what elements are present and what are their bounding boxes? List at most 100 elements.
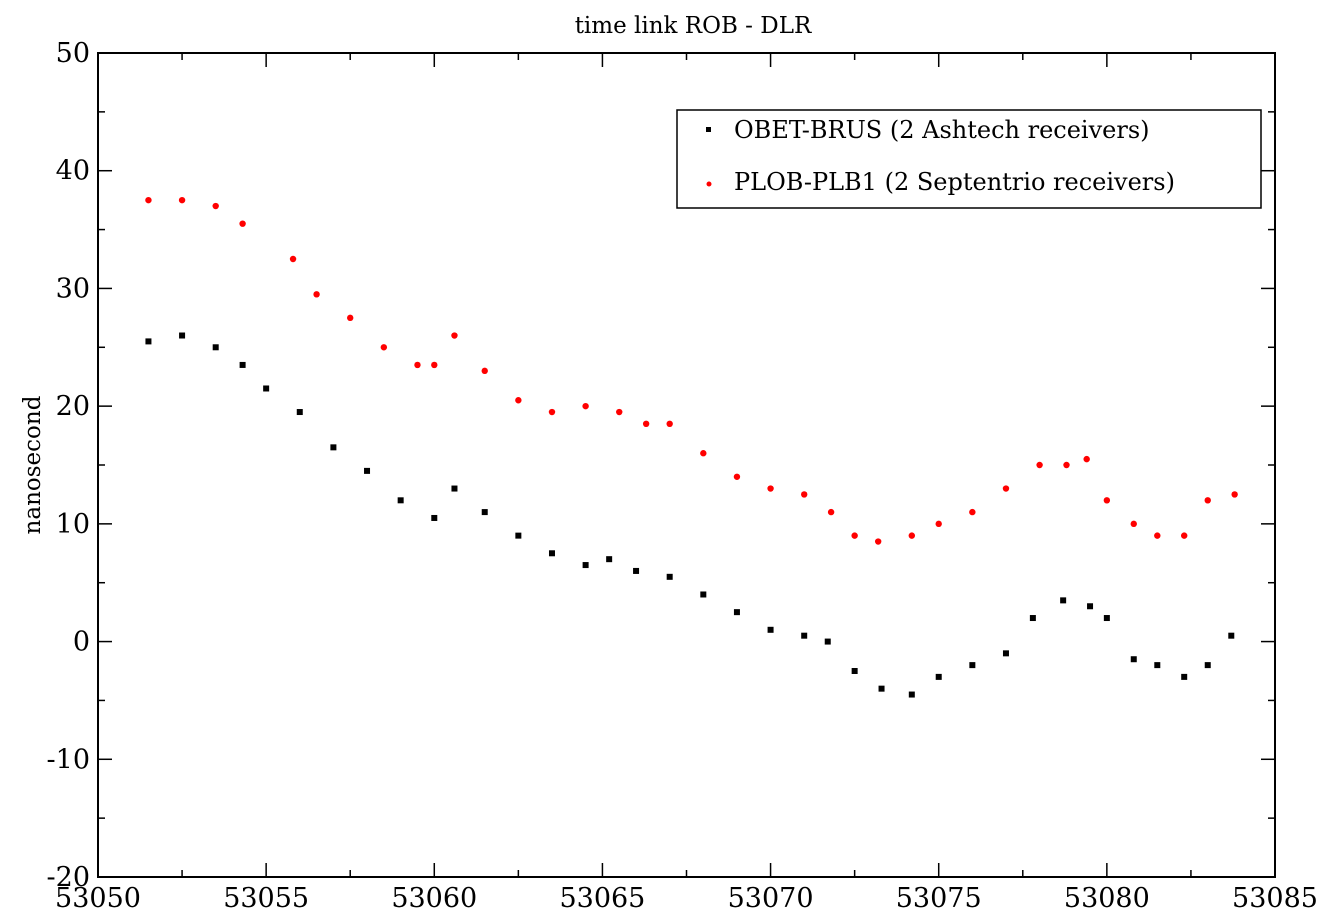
data-point xyxy=(616,408,623,416)
points-layer xyxy=(145,196,1238,698)
chart-title: time link ROB - DLR xyxy=(575,13,812,39)
data-point xyxy=(935,520,942,528)
data-point xyxy=(827,508,835,516)
data-point xyxy=(364,467,371,474)
legend: OBET-BRUS (2 Ashtech receivers) PLOB-PLB… xyxy=(676,109,1262,209)
data-point xyxy=(767,626,774,633)
data-point xyxy=(1204,497,1211,504)
y-tick-label: 20 xyxy=(56,391,90,422)
data-point xyxy=(908,691,915,698)
data-point xyxy=(878,685,885,692)
x-tick-label: 53050 xyxy=(55,883,141,914)
y-tick-label: -20 xyxy=(47,862,90,893)
x-tick-label: 53055 xyxy=(223,883,309,914)
x-tick-label: 53075 xyxy=(896,883,982,914)
data-point xyxy=(1063,461,1070,469)
data-point xyxy=(633,567,640,574)
data-point xyxy=(824,638,831,645)
data-point xyxy=(874,538,882,545)
data-point xyxy=(397,497,404,504)
data-point xyxy=(212,202,219,210)
series-0 xyxy=(145,332,1235,698)
data-point xyxy=(481,367,488,375)
data-point xyxy=(1036,461,1043,469)
data-point xyxy=(851,668,858,674)
data-point xyxy=(515,397,522,404)
x-tick-label: 53065 xyxy=(559,883,645,914)
data-point xyxy=(548,408,556,416)
data-point xyxy=(239,361,246,368)
legend-marker-obet-brus xyxy=(706,127,711,132)
data-point xyxy=(851,532,858,539)
data-point xyxy=(582,562,589,569)
data-point xyxy=(431,361,438,369)
data-point xyxy=(1204,662,1211,669)
legend-box xyxy=(676,109,1262,209)
data-point xyxy=(666,420,673,427)
data-point xyxy=(582,402,589,410)
y-tick-label: -10 xyxy=(47,744,90,775)
x-tick-label: 53085 xyxy=(1232,883,1318,914)
y-tick-label: 30 xyxy=(56,273,90,304)
data-point xyxy=(1087,603,1094,610)
axis-tick-labels: 53050 53055 53060 53065 53070 53075 53080 53085… xyxy=(47,38,1318,914)
data-point xyxy=(289,255,297,263)
data-point xyxy=(1083,455,1090,463)
data-point xyxy=(1154,662,1161,669)
data-point xyxy=(700,591,707,598)
legend-label-plob-plb1: PLOB-PLB1 (2 Septentrio receivers) xyxy=(734,168,1175,196)
data-point xyxy=(451,485,458,492)
data-point xyxy=(347,314,354,322)
y-tick-label: 0 xyxy=(73,627,90,658)
data-point xyxy=(969,662,976,669)
data-point xyxy=(1181,673,1188,680)
data-point xyxy=(1103,615,1110,622)
data-point xyxy=(1130,656,1137,663)
data-point xyxy=(935,673,942,680)
data-point xyxy=(1060,597,1067,604)
data-point xyxy=(1130,520,1137,528)
data-point xyxy=(700,450,707,457)
data-point xyxy=(548,550,555,557)
legend-label-obet-brus: OBET-BRUS (2 Ashtech receivers) xyxy=(734,116,1150,144)
data-point xyxy=(414,361,421,369)
data-point xyxy=(330,444,337,451)
data-point xyxy=(380,344,388,351)
data-point xyxy=(179,332,186,339)
data-point xyxy=(451,332,458,339)
data-point xyxy=(263,385,270,392)
data-point xyxy=(296,409,303,416)
data-point xyxy=(666,573,673,580)
data-point xyxy=(642,420,650,427)
data-point xyxy=(313,291,320,298)
y-axis-label: nanosecond xyxy=(20,395,46,534)
data-point xyxy=(145,196,152,204)
data-point xyxy=(1181,532,1188,539)
data-point xyxy=(801,632,808,639)
x-tick-label: 53080 xyxy=(1064,883,1150,914)
data-point xyxy=(212,344,219,351)
series-1 xyxy=(145,196,1238,545)
data-point xyxy=(1002,485,1010,492)
data-point xyxy=(178,196,186,204)
axis-ticks xyxy=(97,52,1276,878)
x-tick-label: 53060 xyxy=(391,883,477,914)
data-point xyxy=(239,220,246,227)
data-point xyxy=(1002,650,1009,657)
data-point xyxy=(1231,491,1238,498)
data-point xyxy=(606,556,613,563)
data-point xyxy=(801,491,808,498)
x-tick-label: 53070 xyxy=(728,883,814,914)
data-point xyxy=(767,485,774,492)
data-point xyxy=(908,532,916,539)
y-tick-label: 50 xyxy=(56,38,90,69)
data-point xyxy=(733,609,740,616)
data-point xyxy=(1103,497,1111,504)
data-point xyxy=(1154,532,1161,539)
data-point xyxy=(733,473,741,480)
data-point xyxy=(1228,632,1235,639)
data-point xyxy=(1029,615,1036,622)
data-point xyxy=(145,338,152,345)
